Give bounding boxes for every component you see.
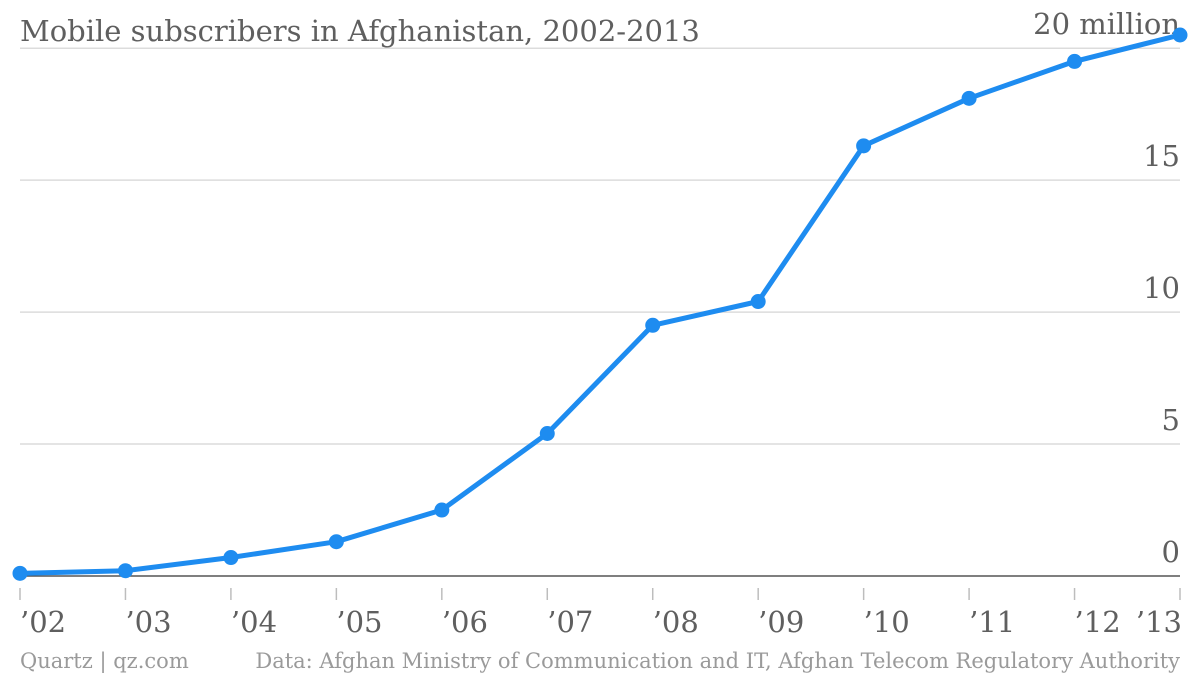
x-axis-ticks: ’02 ’03 ’04 ’05 ’06 ’07 ’08 ’09 ’10 ’11 ’12 ’13	[19, 588, 1182, 639]
x-tick-label-4: ’06	[442, 605, 488, 639]
x-tick-label-1: ’03	[125, 605, 171, 639]
data-point-12	[1067, 53, 1083, 69]
series-layer	[12, 27, 1188, 581]
data-point-05	[328, 534, 344, 550]
y-axis-ticks: 0 5 10 15 20 million	[1033, 7, 1180, 569]
x-tick-label-5: ’07	[547, 605, 593, 639]
chart-title: Mobile subscribers in Afghanistan, 2002-…	[20, 14, 700, 48]
x-tick-label-10: ’12	[1075, 605, 1121, 639]
data-point-11	[961, 90, 977, 106]
data-point-08	[645, 317, 661, 333]
y-tick-label-5: 5	[1162, 403, 1180, 437]
x-tick-label-7: ’09	[758, 605, 804, 639]
grid-layer	[20, 47, 1180, 577]
y-tick-label-15: 15	[1143, 139, 1180, 173]
source-right: Data: Afghan Ministry of Communication a…	[255, 649, 1180, 673]
x-tick-label-3: ’05	[336, 605, 382, 639]
data-point-06	[434, 502, 450, 518]
x-tick-label-0: ’02	[20, 605, 66, 639]
y-tick-label-20: 20 million	[1033, 7, 1180, 41]
x-tick-label-2: ’04	[231, 605, 277, 639]
x-tick-label-8: ’10	[864, 605, 910, 639]
x-tick-label-11: ’13	[1136, 605, 1182, 639]
data-point-09	[750, 294, 766, 310]
data-point-04	[223, 550, 239, 566]
x-tick-label-6: ’08	[653, 605, 699, 639]
source-left: Quartz | qz.com	[20, 649, 189, 674]
series-line-0	[17, 32, 1183, 576]
x-tick-label-9: ’11	[969, 605, 1015, 639]
data-point-03	[117, 563, 133, 579]
data-point-07	[539, 425, 555, 441]
data-point-02	[12, 565, 28, 581]
data-point-10	[856, 138, 872, 154]
y-tick-label-0: 0	[1162, 535, 1180, 569]
y-tick-label-10: 10	[1143, 271, 1180, 305]
data-point-13	[1172, 27, 1188, 43]
